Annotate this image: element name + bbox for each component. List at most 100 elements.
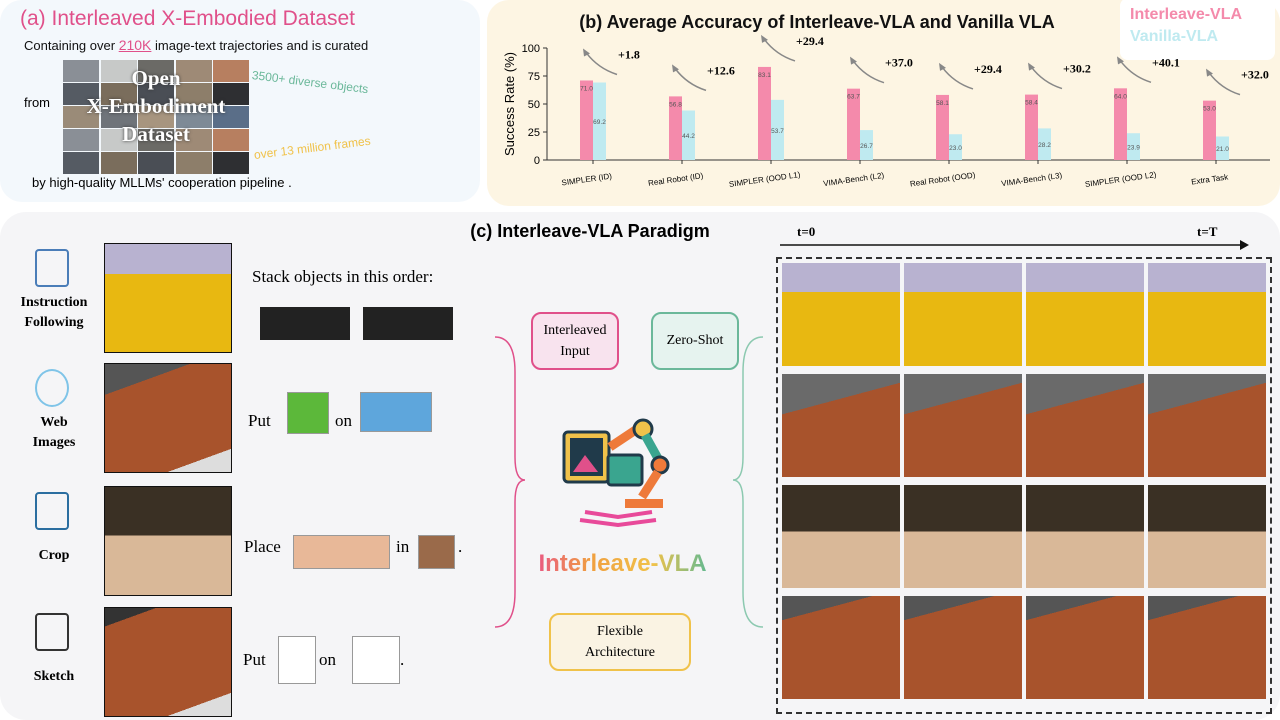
right-brace — [732, 336, 764, 628]
text: Open — [131, 66, 181, 90]
instruction-word: . — [458, 537, 463, 556]
trajectory-frame — [904, 485, 1022, 588]
dataset-name-overlay: Open X-Embodiment Dataset — [63, 64, 249, 148]
dataset-thumbnail — [175, 106, 212, 128]
bar-interleave-vla — [847, 88, 860, 160]
tT-label: t=T — [1197, 224, 1218, 239]
dataset-thumbnail — [138, 129, 174, 151]
arrowhead — [761, 34, 768, 43]
towel-image — [360, 392, 432, 432]
dataset-thumbnail — [138, 60, 174, 82]
carrot-sketch — [278, 636, 316, 684]
arrowhead — [939, 62, 946, 71]
trajectory-frame — [1026, 374, 1144, 477]
bar-interleave-vla — [1203, 100, 1216, 160]
dataset-thumbnail — [213, 152, 249, 174]
bar-vanilla-vla — [1127, 133, 1140, 160]
t0-label: t=0 — [797, 224, 816, 239]
data-label: 69.2 — [593, 119, 606, 126]
observation-image — [104, 363, 232, 473]
improvement-arrow — [1119, 59, 1152, 84]
text: Containing over — [24, 38, 116, 53]
data-label: 56.8 — [669, 101, 682, 108]
dataset-thumbnail — [63, 152, 99, 174]
dataset-thumbnail — [175, 83, 212, 105]
trajectory-frame — [782, 263, 900, 366]
trajectory-frame — [1148, 263, 1266, 366]
y-tick-label: 0 — [534, 155, 540, 167]
instruction-word: Put — [243, 650, 266, 669]
improvement-annotation: +29.4 — [974, 62, 1002, 76]
arrowhead — [583, 48, 590, 57]
text: Instruction — [20, 295, 88, 310]
trajectory-frames — [776, 257, 1272, 714]
improvement-annotation: +30.2 — [1063, 62, 1091, 76]
observation-image — [104, 486, 232, 596]
text: Sketch — [33, 669, 75, 684]
arrowhead — [1117, 56, 1124, 65]
data-label: 58.1 — [936, 100, 949, 107]
data-label: 21.0 — [1216, 146, 1229, 153]
data-label: 23.9 — [1127, 145, 1140, 152]
observation-image — [104, 243, 232, 353]
x-tick-label: Real Robot (OOD) — [909, 170, 976, 188]
cube-image — [287, 392, 329, 434]
bar-interleave-vla — [936, 94, 949, 160]
trajectory-frame — [904, 596, 1022, 699]
instruction-word: on — [319, 650, 336, 669]
row-label: Instruction Following — [6, 293, 102, 333]
instruction-word: on — [335, 411, 352, 430]
data-label: 71.0 — [580, 85, 593, 92]
dataset-thumbnail — [213, 83, 249, 105]
data-label: 58.4 — [1025, 100, 1038, 107]
y-axis-label: Success Rate (%) — [502, 52, 517, 156]
zero-shot-bubble: Zero-Shot — [651, 312, 739, 370]
dataset-thumbnail — [175, 129, 212, 151]
text: image-text trajectories and is curated — [155, 38, 369, 53]
object-image — [363, 307, 453, 340]
row-label: Crop — [6, 546, 102, 566]
text: Flexible — [597, 624, 643, 639]
panel-chart: (b) Average Accuracy of Interleave-VLA a… — [487, 0, 1280, 206]
globe-network-icon — [35, 369, 69, 407]
improvement-arrow — [1208, 72, 1241, 96]
frames-stat: over 13 million frames — [253, 133, 372, 162]
text: Architecture — [585, 645, 655, 660]
arrowhead — [850, 56, 857, 65]
dataset-thumbnail — [213, 106, 249, 128]
left-brace — [494, 336, 526, 628]
crop-image-icon — [35, 492, 69, 530]
x-tick-label: VIMA-Bench (L3) — [1001, 171, 1063, 188]
instruction-word: . — [400, 650, 405, 669]
from-label: from — [24, 95, 50, 110]
bar-interleave-vla — [758, 66, 771, 160]
improvement-annotation: +29.4 — [796, 34, 824, 48]
bar-vanilla-vla — [1038, 128, 1051, 160]
panel-a-title: (a) Interleaved X-Embodied Dataset — [20, 7, 356, 30]
trajectory-frame — [782, 485, 900, 588]
text: Images — [32, 435, 76, 450]
pipeline-text: by high-quality MLLMs' cooperation pipel… — [32, 175, 292, 190]
dataset-thumbnail — [138, 152, 174, 174]
instruction-word: in — [396, 537, 410, 556]
dataset-thumbnail — [100, 152, 137, 174]
row-label: Web Images — [6, 413, 102, 453]
data-label: 83.1 — [758, 72, 771, 79]
row-label: Sketch — [6, 667, 102, 687]
bar-interleave-vla — [1114, 88, 1127, 160]
y-tick-label: 50 — [528, 99, 540, 111]
panel-dataset: (a) Interleaved X-Embodied Dataset Conta… — [0, 0, 480, 202]
trajectory-frame — [1148, 596, 1266, 699]
bar-vanilla-vla — [682, 110, 695, 160]
data-label: 53.7 — [771, 128, 784, 135]
plate-sketch — [352, 636, 400, 684]
data-label: 63.7 — [847, 94, 860, 101]
instruction-word: Place — [244, 537, 281, 556]
bar-interleave-vla — [1025, 94, 1038, 160]
dataset-thumbnail — [63, 60, 99, 82]
improvement-annotation: +12.6 — [707, 63, 735, 77]
text: Following — [24, 315, 84, 330]
legend-interleave: Interleave-VLA — [1130, 6, 1243, 23]
y-tick-label: 25 — [528, 127, 540, 139]
bar-vanilla-vla — [771, 99, 784, 160]
